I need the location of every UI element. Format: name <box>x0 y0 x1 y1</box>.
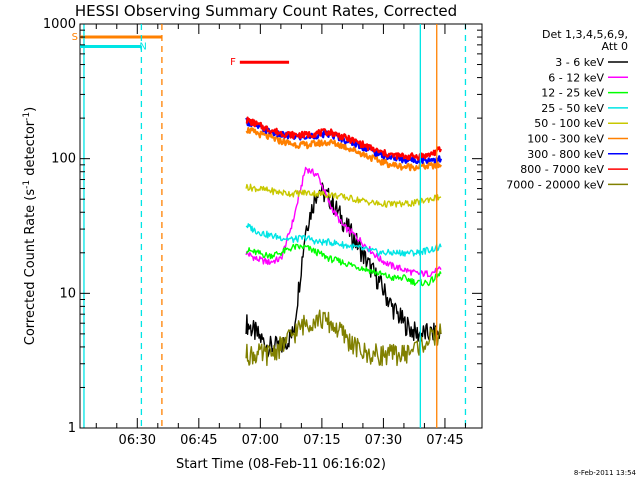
y-axis-title-main: Corrected Count Rate (s <box>23 189 38 346</box>
flag-layer: S N F <box>72 32 290 68</box>
series-line-4 <box>245 223 442 257</box>
axis-layer: 1 10 100 1000 06:30 06:45 07:00 07:15 07:30 07:45 <box>43 17 482 448</box>
flag-label-F: F <box>230 57 236 68</box>
series-line-1 <box>245 182 442 358</box>
legend-label-1: 3 - 6 keV <box>555 56 604 69</box>
x-tick-label: 06:30 <box>119 433 156 448</box>
legend-label-6: 100 - 300 keV <box>527 133 604 146</box>
series-line-2 <box>245 166 442 278</box>
x-tick-label: 07:30 <box>365 433 402 448</box>
timestamp: 8-Feb-2011 13:54 <box>574 469 637 477</box>
legend-label-4: 25 - 50 keV <box>541 102 604 115</box>
plot-area <box>79 23 483 429</box>
x-tick-label: 06:45 <box>180 433 217 448</box>
x-axis-title: Start Time (08-Feb-11 06:16:02) <box>176 457 386 472</box>
legend-label-7: 300 - 800 keV <box>527 148 604 161</box>
y-axis-title-sup2: -1 <box>22 112 32 121</box>
legend-label-3: 12 - 25 keV <box>541 87 604 100</box>
series-line-3 <box>246 243 442 287</box>
x-tick-label: 07:45 <box>426 433 463 448</box>
legend-label-9: 7000 - 20000 keV <box>506 178 604 191</box>
y-axis-title: Corrected Count Rate (s-1 detector-1) <box>22 107 38 345</box>
y-axis-title-mid: detector <box>23 120 38 180</box>
y-tick-label: 1000 <box>43 17 76 32</box>
legend-header-line1: Det 1,3,4,5,6,9, <box>542 28 628 41</box>
y-axis-title-sup1: -1 <box>22 180 32 189</box>
y-axis-title-end: ) <box>23 107 38 112</box>
flag-label-S: S <box>72 32 78 43</box>
legend-label-2: 6 - 12 keV <box>548 71 604 84</box>
legend-label-5: 50 - 100 keV <box>534 117 604 130</box>
series-layer <box>245 116 443 367</box>
x-tick-label: 07:00 <box>242 433 279 448</box>
plot-frame <box>79 23 483 429</box>
legend-header-line2: Att 0 <box>602 40 628 53</box>
y-tick-label: 100 <box>51 152 76 167</box>
y-tick-label: 1 <box>68 421 76 436</box>
flag-label-N: N <box>139 42 146 53</box>
series-line-8 <box>245 116 443 161</box>
marker-layer <box>83 24 467 428</box>
chart-title: HESSI Observing Summary Count Rates, Cor… <box>75 2 457 20</box>
series-line-9 <box>245 309 442 367</box>
legend-label-8: 800 - 7000 keV <box>520 163 604 176</box>
legend: Det 1,3,4,5,6,9, Att 0 3 - 6 keV 6 - 12 k… <box>506 28 628 191</box>
y-tick-label: 10 <box>59 286 76 301</box>
x-tick-label: 07:15 <box>303 433 340 448</box>
series-line-5 <box>245 183 442 208</box>
